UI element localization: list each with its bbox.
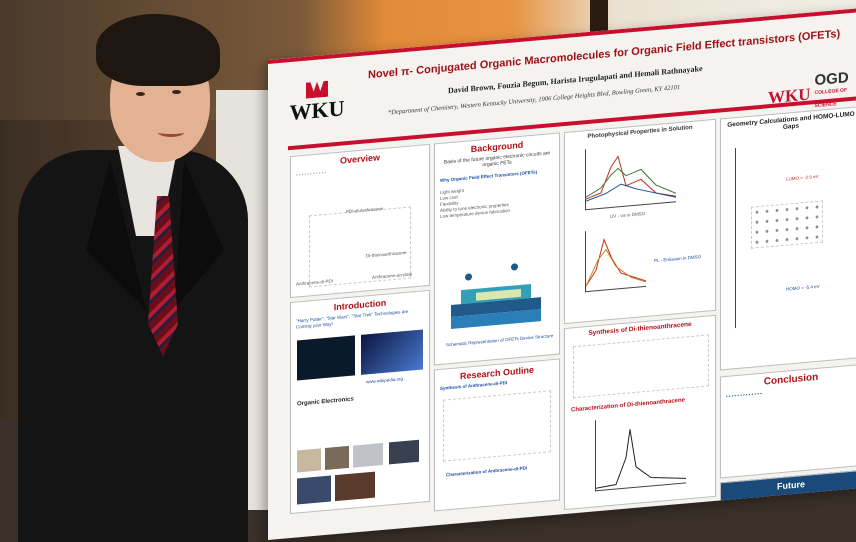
spectrum-line xyxy=(596,429,686,489)
spectrum-line xyxy=(586,183,676,202)
spectrum-line xyxy=(586,248,646,287)
spectrum-line xyxy=(586,167,676,198)
photo-thumbnail xyxy=(325,445,349,471)
illustration-image xyxy=(297,335,355,381)
electrode-icon xyxy=(511,263,518,271)
photo-thumbnail xyxy=(297,475,331,505)
panel-conclusion: Conclusion ▪ ▪ ▪ ▪ ▪ ▪ ▪ ▪ ▪ ▪ ▪ ▪ ▪ xyxy=(720,364,856,479)
cupola-icon xyxy=(306,81,328,99)
panel-overview: Overview ▪ ▪ ▪ ▪ ▪ ▪ ▪ ▪ ▪ ▪ ▪ PDI-di-An… xyxy=(290,143,430,299)
eye xyxy=(136,92,145,96)
photo-thumbnail xyxy=(297,448,321,473)
reaction-scheme xyxy=(573,334,709,399)
hair xyxy=(96,14,220,86)
research-poster: WKU Novel π- Conjugated Organic Macromol… xyxy=(268,7,856,541)
panel-geometry: Geometry Calculations and HOMO-LUMO Gaps… xyxy=(720,106,856,371)
panel-research-outline: Research Outline Synthesis of Anthracene… xyxy=(434,358,560,512)
photo-thumbnail xyxy=(389,439,419,465)
photo-thumbnail xyxy=(353,442,383,468)
pl-emission-plot xyxy=(585,225,646,293)
smile xyxy=(158,128,184,137)
illustration-image xyxy=(361,329,423,375)
molecule-model xyxy=(751,200,823,249)
ofet-device-diagram xyxy=(451,283,541,331)
presenter-person xyxy=(0,0,300,542)
panel-heading: Photophysical Properties in Solution xyxy=(587,124,693,141)
characterization-plot xyxy=(595,412,686,492)
electrode-icon xyxy=(465,273,472,281)
panel-photophysical: Photophysical Properties in Solution UV … xyxy=(564,118,716,325)
reaction-scheme xyxy=(443,390,551,462)
photo-thumbnail xyxy=(335,471,375,502)
panel-synthesis: Synthesis of Di-thienoanthracene Charact… xyxy=(564,314,716,511)
panel-heading: Geometry Calculations and HOMO-LUMO Gaps xyxy=(727,110,855,131)
eye xyxy=(172,90,181,94)
panel-introduction: Introduction "Harry Potter", "Star Wars"… xyxy=(290,289,430,515)
spectrum-line xyxy=(586,238,646,287)
spectrum-line xyxy=(586,155,676,200)
poster-affiliation: *Department of Chemistry, Western Kentuc… xyxy=(388,83,681,117)
panel-background: Background Basis of the future organic e… xyxy=(434,132,560,366)
uv-vis-plot xyxy=(585,141,676,211)
